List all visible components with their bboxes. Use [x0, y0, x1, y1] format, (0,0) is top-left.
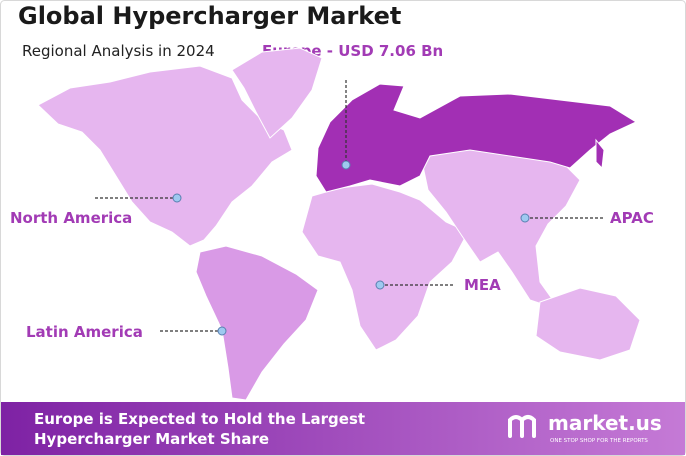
footer-band [1, 402, 685, 455]
tagline: ONE STOP SHOP FOR THE REPORTS [550, 438, 648, 444]
region-dot [217, 326, 227, 336]
title: Global Hypercharger Market [18, 2, 401, 30]
region-dot [341, 160, 351, 170]
footer-text: Europe is Expected to Hold the Largest [34, 410, 365, 428]
land-shape [231, 47, 323, 139]
region-pointers [95, 80, 605, 336]
region-label: North America [10, 209, 132, 227]
region-dot [520, 213, 530, 223]
land-shape [301, 183, 469, 351]
region-label: MEA [464, 276, 501, 294]
land-shape [37, 65, 293, 247]
land-shape [535, 287, 641, 361]
footer-text: Hypercharger Market Share [34, 430, 269, 448]
subtitle: Regional Analysis in 2024 [22, 42, 215, 60]
brand: market.us [548, 411, 662, 435]
region-label: APAC [610, 209, 654, 227]
land-shape [315, 83, 638, 193]
world-map [37, 47, 641, 401]
region-label: Latin America [26, 323, 143, 341]
land-shape [508, 415, 536, 438]
region-dot [172, 193, 182, 203]
logo: market.us ONE STOP SHOP FOR THE REPORTS [508, 411, 662, 444]
land-shape [195, 245, 319, 401]
land-shape [595, 138, 605, 170]
region-dot [375, 280, 385, 290]
